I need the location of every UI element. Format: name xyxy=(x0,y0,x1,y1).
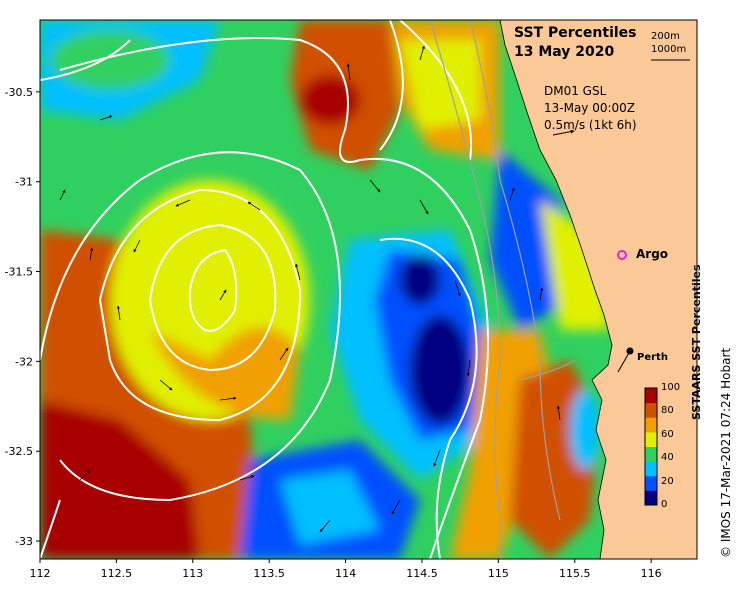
x-tick-label: 113.5 xyxy=(253,567,285,580)
contour-1000m-label: 1000m xyxy=(651,44,687,55)
argo-label: Argo xyxy=(636,247,669,261)
title-line1: SST Percentiles xyxy=(514,25,637,41)
x-axis: 112 112.5 113 113.5 114 114.5 115 115.5 116 xyxy=(30,559,662,580)
current-legend-arrow xyxy=(552,129,575,136)
x-tick-label: 114 xyxy=(335,567,356,580)
current-vectors xyxy=(59,45,561,533)
y-axis: -30.5 -31 -31.5 -32 -32.5 -33 xyxy=(5,86,40,548)
y-tick-label: -31 xyxy=(15,176,33,189)
isobaths xyxy=(429,20,576,559)
current-legend: DM01 GSL 13-May 00:00Z 0.5m/s (1kt 6h) xyxy=(544,83,637,134)
colorbar-segment xyxy=(645,402,657,418)
title-line2: 13 May 2020 xyxy=(514,44,615,60)
current-scale-label: 0.5m/s (1kt 6h) xyxy=(544,118,637,132)
x-tick-label: 115.5 xyxy=(559,567,591,580)
contour-legend: 200m 1000m xyxy=(651,30,686,56)
y-tick-label: -32 xyxy=(15,355,33,368)
argo-marker-icon[interactable] xyxy=(617,250,627,260)
colorbar-segment xyxy=(645,490,657,506)
x-tick-label: 112.5 xyxy=(101,567,133,580)
colorbar-frame xyxy=(644,387,658,506)
plot-frame xyxy=(39,19,698,560)
colorbar-tick-label: 20 xyxy=(661,475,674,487)
y-tick-label: -32.5 xyxy=(5,445,33,458)
colorbar-segment xyxy=(645,446,657,462)
colorbar-segment xyxy=(645,461,657,477)
y-tick-label: -31.5 xyxy=(5,266,33,279)
colorbar xyxy=(644,387,658,506)
credit-text: © IMOS 17-Mar-2021 07:24 Hobart xyxy=(719,347,733,558)
colorbar-tick-label: 100 xyxy=(661,382,681,393)
y-tick-label: -30.5 xyxy=(5,86,33,99)
current-time-label: 13-May 00:00Z xyxy=(544,101,636,115)
colorbar-tick-label: 40 xyxy=(661,452,674,464)
contour-200m-label: 200m xyxy=(651,31,680,42)
x-tick-label: 114.5 xyxy=(406,567,438,580)
colorbar-segment xyxy=(645,431,657,447)
colorbar-title: SSTAARS SST Percentiles xyxy=(690,264,703,421)
colorbar-segment xyxy=(645,417,657,433)
x-tick-label: 112 xyxy=(30,567,51,580)
y-tick-label: -33 xyxy=(15,535,33,548)
x-tick-label: 116 xyxy=(641,567,662,580)
colorbar-segment xyxy=(645,388,657,404)
colorbar-segment xyxy=(645,475,657,491)
x-tick-label: 113 xyxy=(182,567,203,580)
colorbar-tick-label: 80 xyxy=(661,405,674,417)
eddy-contours xyxy=(40,20,489,559)
perth-label: Perth xyxy=(637,352,668,363)
map-title: SST Percentiles 13 May 2020 xyxy=(514,24,637,62)
current-source-label: DM01 GSL xyxy=(544,84,607,98)
colorbar-tick-label: 60 xyxy=(661,428,674,440)
x-tick-label: 115 xyxy=(488,567,509,580)
colorbar-tick-label: 0 xyxy=(661,499,668,510)
